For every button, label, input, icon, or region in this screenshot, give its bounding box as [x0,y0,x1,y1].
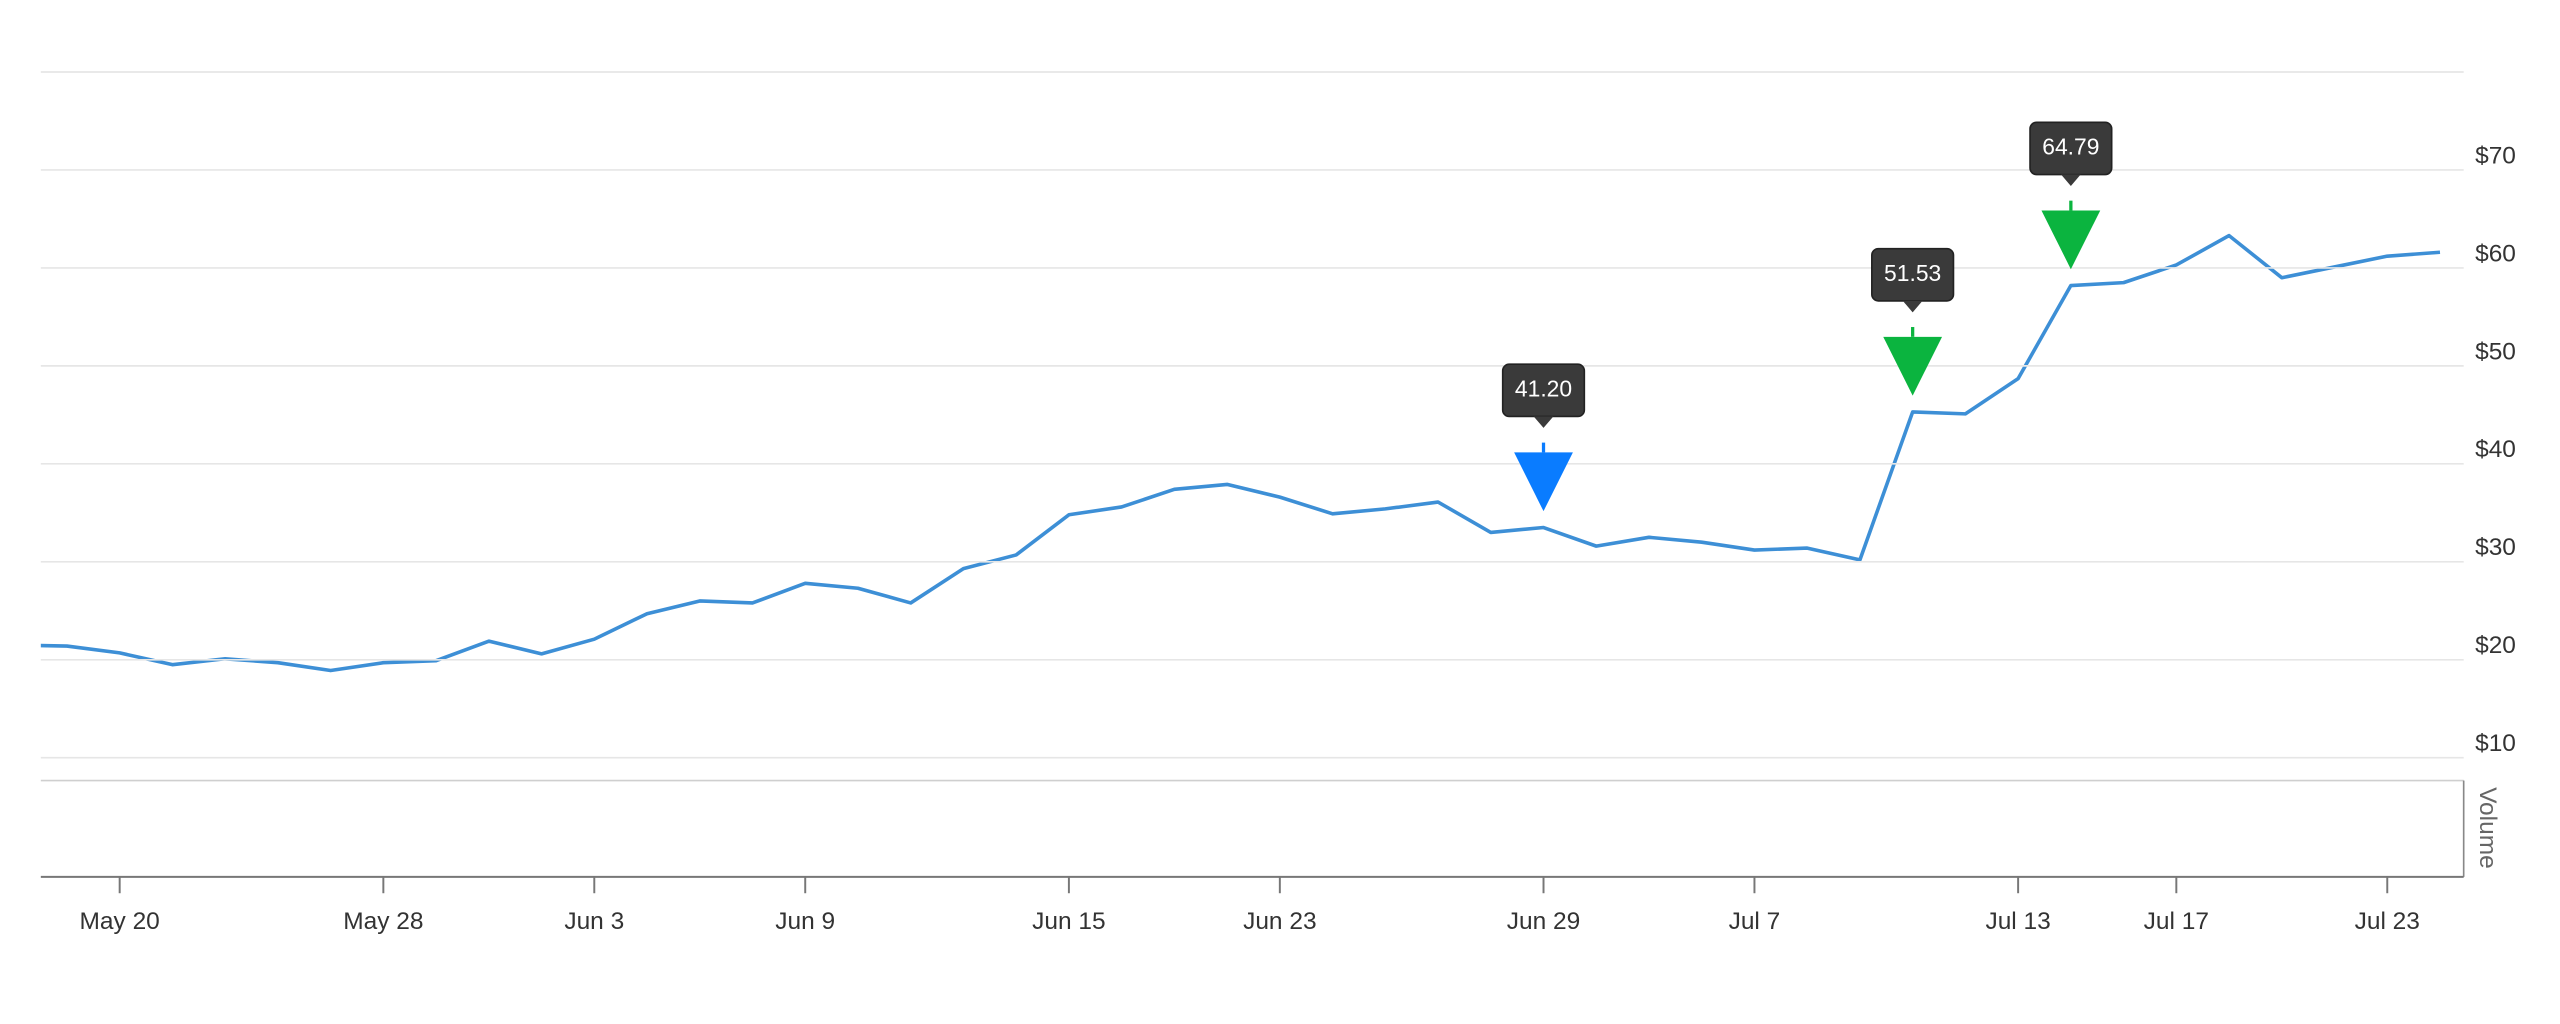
volume-bar [1215,861,1239,877]
volume-bar [898,859,922,877]
volume-bar [1795,869,1819,877]
volume-bar [2322,861,2346,877]
y-tick-label: $50 [2475,338,2516,365]
x-tick-label: May 28 [343,908,423,935]
volume-label: Volume [2474,787,2501,869]
marker-arrow [1883,336,1943,396]
x-tick-label: Jun 29 [1507,908,1580,935]
x-tick-label: Jul 23 [2355,908,2420,935]
volume-bar [635,862,659,876]
volume-bar [793,859,817,877]
volume-bar [2164,827,2188,877]
volume-bar [1373,867,1397,877]
volume-bar [688,851,712,877]
volume-bar [371,869,395,877]
x-tick-label: Jun 3 [564,908,624,935]
volume-bar [1848,866,1872,877]
volume-bar [1057,846,1081,877]
trade-marker: 41.20 [1501,363,1586,512]
x-tick-label: Jul 17 [2144,908,2209,935]
x-tick-label: May 20 [80,908,160,935]
volume-bar [951,850,975,877]
volume-bar [2006,850,2030,877]
tooltip-label: 64.79 [2042,133,2099,159]
volume-bar [1426,869,1450,877]
volume-bar [1320,864,1344,877]
plot-area [40,233,2452,877]
trade-marker: 51.53 [1871,247,1955,396]
volume-bar [529,861,553,877]
x-tick-label: Jul 7 [1729,908,1781,935]
x-tick-label: Jun 9 [775,908,835,935]
volume-bar [2375,862,2399,876]
volume-bar [2217,843,2241,877]
volume-bar [740,867,764,877]
tooltip-pointer [1533,416,1554,428]
x-tick-label: Jul 13 [1985,908,2050,935]
y-tick-label: $60 [2475,240,2516,267]
volume-bar [1162,854,1186,876]
volume-bar [2428,867,2452,877]
volume-bar [1742,869,1766,877]
volume-bar [1004,846,1028,877]
volume-bar [1109,861,1133,877]
y-tick-label: $20 [2475,632,2516,659]
y-tick-label: $10 [2475,730,2516,757]
volume-bar [1953,834,1977,877]
volume-bar [582,867,606,877]
price-line [40,233,2441,673]
volume-bar [1584,869,1608,877]
volume-bar [846,869,870,877]
x-tick-label: Jun 23 [1243,908,1316,935]
y-tick-label: $30 [2475,534,2516,561]
y-tick-label: $40 [2475,436,2516,463]
trade-marker: 64.79 [2029,121,2113,270]
y-tick-label: $70 [2475,142,2516,169]
volume-bar [1900,834,1924,877]
volume-bar [477,861,501,877]
volume-bar [1479,859,1503,877]
marker-arrow [2041,210,2101,270]
x-tick-label: Jun 15 [1032,908,1105,935]
marker-arrow [1514,452,1573,512]
volume-bar [2059,790,2083,877]
volume-bar [2111,834,2135,877]
volume-bar [1531,867,1555,877]
volume-bar [2270,846,2294,877]
tooltip-pointer [2061,174,2081,186]
tooltip-pointer [1902,300,1923,313]
tooltip-label: 51.53 [1884,260,1941,286]
tooltip-label: 41.20 [1515,375,1572,401]
volume-bar [1268,864,1292,877]
